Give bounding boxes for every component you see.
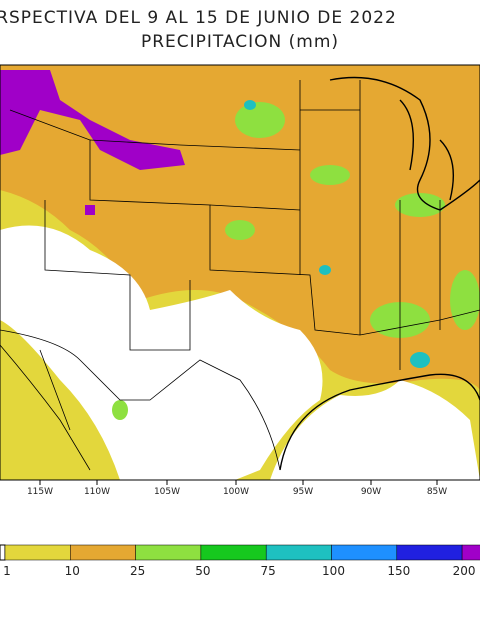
precip-high (244, 100, 430, 368)
legend-swatch (0, 544, 6, 561)
legend-label: 75 (261, 564, 276, 578)
lon-label: 85W (427, 487, 447, 497)
precip-moderate (112, 102, 480, 420)
legend-label: 10 (65, 564, 80, 578)
legend-swatch (4, 544, 71, 561)
lon-label: 100W (223, 487, 249, 497)
longitude-labels: 115W 110W 105W 100W 95W 90W 85W (27, 480, 447, 497)
legend-label: 100 (322, 564, 345, 578)
legend-swatch (265, 544, 332, 561)
legend-swatch (396, 544, 463, 561)
legend-label: 50 (195, 564, 210, 578)
map (0, 64, 480, 481)
precip-heavy (85, 205, 95, 215)
lon-label: 90W (361, 487, 381, 497)
legend-label: 150 (387, 564, 410, 578)
title: PERSPECTIVA DEL 9 AL 15 DE JUNIO DE 2022 (0, 8, 397, 28)
legend-label: 200 (453, 564, 476, 578)
legend-label: 25 (130, 564, 145, 578)
legend-swatch (70, 544, 136, 561)
lon-label: 115W (27, 487, 53, 497)
legend-swatch (200, 544, 267, 561)
map-frame (0, 64, 480, 481)
lon-label: 110W (84, 487, 110, 497)
lon-label: 95W (293, 487, 313, 497)
lon-label: 105W (154, 487, 180, 497)
precip-none (0, 225, 323, 480)
legend-swatch (331, 544, 398, 561)
subtitle: PRECIPITACION (mm) (141, 32, 339, 52)
legend-swatch (461, 544, 480, 561)
legend-swatch (135, 544, 202, 561)
legend-label: 1 (3, 564, 11, 578)
precip-heavy (0, 70, 185, 170)
gulf (270, 380, 480, 480)
legend: 1 10 25 50 75 100 150 200 (0, 544, 480, 578)
borders (0, 76, 480, 471)
